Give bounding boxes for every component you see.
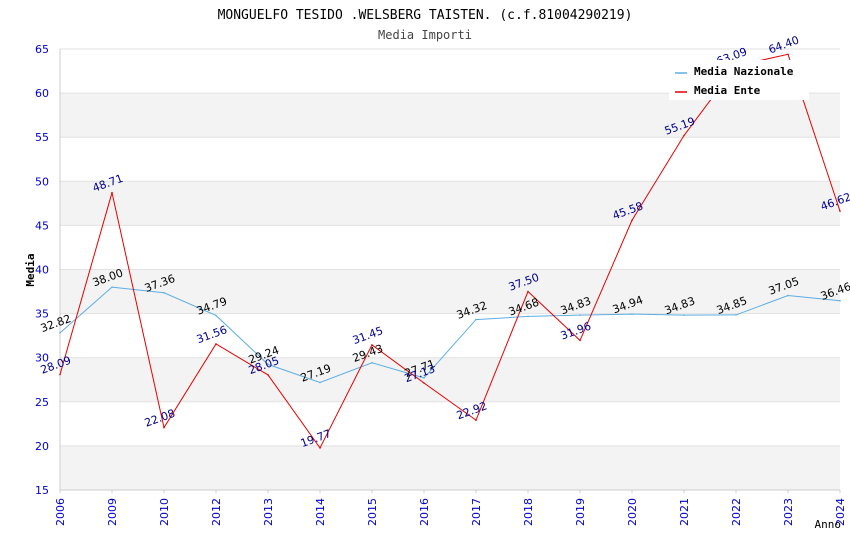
data-point — [215, 314, 217, 317]
x-tick-label: 2018 — [522, 498, 535, 526]
x-tick-label: 2022 — [730, 498, 743, 526]
data-point — [787, 294, 789, 297]
data-point — [527, 315, 529, 318]
data-point — [215, 343, 217, 345]
data-point — [579, 339, 581, 342]
y-tick-label: 50 — [35, 175, 49, 188]
data-point — [59, 373, 61, 376]
data-point — [475, 419, 477, 421]
plot-band — [60, 445, 840, 490]
x-tick-label: 2024 — [834, 498, 847, 526]
plot-band — [60, 181, 840, 226]
data-point — [163, 426, 165, 429]
y-tick-label: 35 — [35, 308, 49, 321]
data-point — [267, 363, 269, 366]
x-tick-label: 2020 — [626, 498, 639, 526]
plot-band — [60, 357, 840, 402]
y-tick-label: 55 — [35, 131, 49, 144]
plot-band — [60, 269, 840, 314]
y-tick-label: 30 — [35, 352, 49, 365]
data-point — [631, 313, 633, 315]
y-tick-label: 45 — [35, 219, 49, 232]
axes — [59, 49, 840, 491]
data-point — [319, 447, 321, 449]
x-tick-label: 2023 — [782, 498, 795, 526]
x-tick-label: 2014 — [314, 498, 327, 526]
data-point — [319, 381, 321, 384]
plot-band — [60, 401, 840, 446]
x-axis-label: Anno — [815, 518, 842, 531]
plot-band — [60, 137, 840, 182]
data-point — [735, 314, 737, 316]
data-point — [839, 299, 841, 302]
x-tick-label: 2015 — [366, 498, 379, 526]
x-tick-label: 2012 — [210, 498, 223, 526]
legend: Media Nazionale Media Ente — [669, 60, 809, 100]
y-tick-label: 25 — [35, 396, 49, 409]
legend-box — [669, 60, 809, 100]
data-point — [683, 134, 685, 137]
data-point — [111, 191, 113, 194]
series-lines — [59, 53, 841, 449]
data-point — [631, 219, 633, 222]
data-point — [475, 318, 477, 321]
data-point — [683, 314, 685, 316]
plot-band — [60, 225, 840, 270]
x-tick-label: 2016 — [418, 498, 431, 526]
x-tick-label: 2013 — [262, 498, 275, 526]
y-tick-label: 65 — [35, 43, 49, 56]
data-point — [839, 210, 841, 212]
x-tick-label: 2010 — [158, 498, 171, 526]
y-axis-ticks: 15 20 25 30 35 40 45 50 55 60 65 — [35, 43, 49, 497]
data-point — [527, 290, 529, 293]
x-tick-label: 2009 — [106, 498, 119, 526]
data-point — [371, 361, 373, 364]
data-point — [59, 332, 61, 334]
plot-band — [60, 313, 840, 358]
data-point — [163, 291, 165, 294]
data-point — [423, 382, 425, 384]
y-tick-label: 15 — [35, 484, 49, 497]
x-tick-label: 2017 — [470, 498, 483, 526]
data-point — [371, 344, 373, 346]
legend-label-media-nazionale: Media Nazionale — [694, 65, 794, 78]
data-point — [787, 53, 789, 56]
y-tick-label: 60 — [35, 87, 49, 100]
x-tick-label: 2006 — [54, 498, 67, 526]
x-tick-label: 2021 — [678, 498, 691, 526]
series-line-media-nazionale — [59, 286, 841, 384]
data-point — [267, 374, 269, 376]
series-line-media-ente — [59, 53, 841, 449]
data-point — [423, 377, 425, 379]
chart-title: MONGUELFO TESIDO .WELSBERG TAISTEN. (c.f… — [218, 8, 633, 23]
y-axis-label: Media — [24, 253, 37, 286]
data-point — [579, 314, 581, 316]
legend-label-media-ente: Media Ente — [694, 84, 761, 97]
x-axis-ticks: 2006 2009 2010 2012 2013 2014 2015 2016 2017 2018… — [54, 490, 847, 526]
plot-background-bands — [60, 49, 840, 490]
chart-subtitle: Media Importi — [378, 28, 472, 42]
x-tick-label: 2019 — [574, 498, 587, 526]
y-tick-label: 20 — [35, 440, 49, 453]
data-point — [111, 286, 113, 288]
y-tick-label: 40 — [35, 264, 49, 277]
